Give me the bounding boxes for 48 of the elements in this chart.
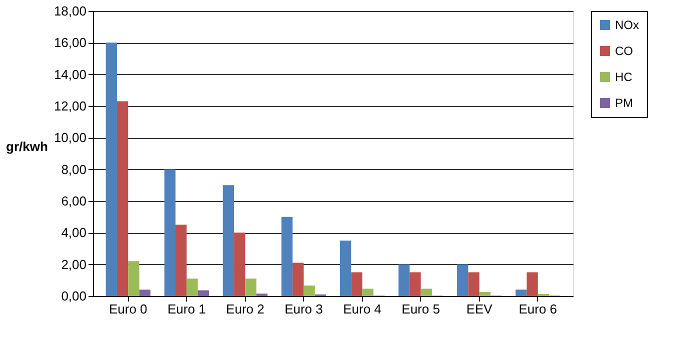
- bar: [340, 240, 352, 296]
- bar: [362, 288, 374, 296]
- bar: [139, 290, 150, 296]
- x-tick-label: EEV: [466, 302, 493, 316]
- bar: [222, 185, 234, 296]
- legend-label: CO: [615, 44, 633, 58]
- y-axis-title: gr/kwh: [6, 139, 48, 154]
- y-tick-label: 0,00: [61, 288, 86, 304]
- x-tick-label: Euro 6: [518, 302, 558, 316]
- bar: [198, 290, 209, 296]
- y-tick-label: 6,00: [61, 194, 86, 208]
- bar: [457, 264, 468, 296]
- legend-label: NOx: [615, 18, 639, 32]
- bar: [351, 272, 362, 296]
- bar: [516, 290, 527, 296]
- bar: [116, 101, 128, 296]
- x-tick-label: Euro 3: [284, 302, 323, 316]
- bar: [526, 272, 538, 296]
- x-tick-label: Euro 2: [226, 302, 264, 316]
- y-tick-label: 14,00: [54, 66, 86, 82]
- legend-label: PM: [615, 96, 634, 110]
- bar: [304, 286, 315, 296]
- bar: [164, 169, 176, 296]
- y-tick-label: 16,00: [54, 35, 86, 50]
- bar: [292, 262, 304, 296]
- y-tick-label: 2,00: [61, 256, 86, 272]
- bar: [410, 272, 421, 296]
- bar: [479, 292, 490, 296]
- bar: [234, 232, 246, 296]
- x-tick-label: Euro 4: [343, 302, 382, 316]
- y-tick-label: 4,00: [61, 225, 86, 240]
- bar: [398, 264, 410, 296]
- bar: [468, 272, 480, 296]
- bar: [186, 278, 198, 296]
- y-tick-label: 18,00: [54, 4, 86, 18]
- x-tick-label: Euro 5: [402, 302, 440, 316]
- x-tick-label: Euro 1: [168, 302, 206, 316]
- bar: [281, 216, 293, 296]
- x-tick-label: Euro 0: [108, 302, 148, 316]
- bar: [106, 42, 117, 296]
- legend-label: HC: [615, 70, 633, 84]
- y-tick-label: 10,00: [54, 130, 86, 146]
- bar: [420, 288, 432, 296]
- bar: [176, 224, 187, 296]
- bar: [245, 278, 256, 296]
- y-tick-label: 8,00: [61, 162, 86, 177]
- y-tick-label: 12,00: [54, 98, 86, 114]
- bar: [128, 261, 140, 296]
